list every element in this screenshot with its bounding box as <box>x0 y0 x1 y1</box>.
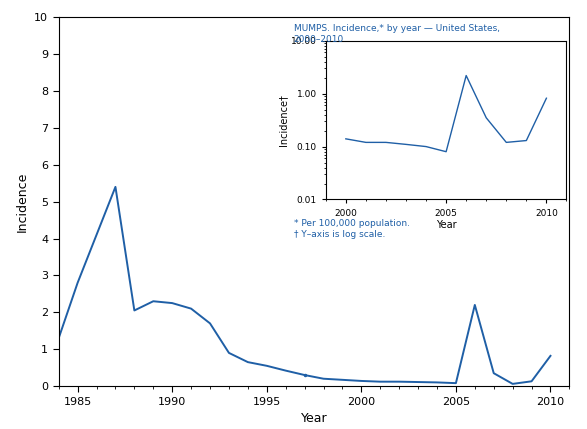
X-axis label: Year: Year <box>436 220 457 230</box>
Text: MUMPS. Incidence,* by year — United States,: MUMPS. Incidence,* by year — United Stat… <box>294 24 500 33</box>
Text: † Y–axis is log scale.: † Y–axis is log scale. <box>294 230 385 239</box>
Text: 2000–2010: 2000–2010 <box>294 35 344 44</box>
Y-axis label: Incidence: Incidence <box>16 172 29 232</box>
Y-axis label: Incidence†: Incidence† <box>278 94 288 146</box>
Text: * Per 100,000 population.: * Per 100,000 population. <box>294 219 410 228</box>
X-axis label: Year: Year <box>301 412 328 425</box>
